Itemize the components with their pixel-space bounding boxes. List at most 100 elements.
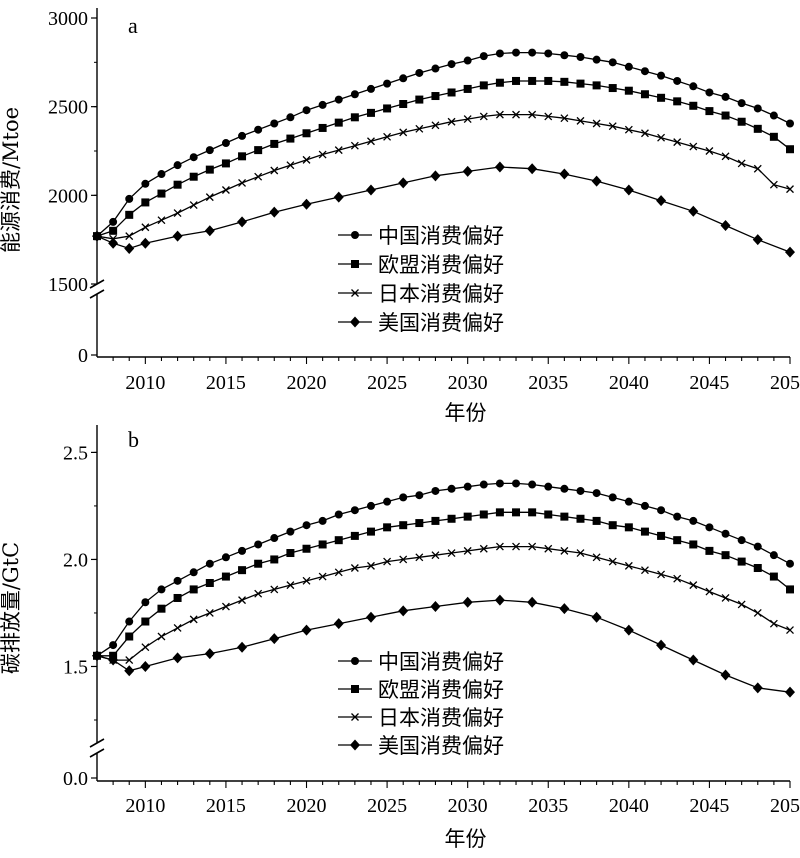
- data-point: [527, 163, 538, 175]
- data-point: [141, 198, 150, 207]
- data-point: [673, 76, 682, 85]
- data-point: [189, 568, 198, 577]
- data-point: [640, 501, 649, 510]
- data-point: [447, 484, 456, 493]
- data-point: [753, 124, 762, 133]
- data-point: [705, 523, 714, 532]
- data-point: [689, 540, 698, 549]
- data-point: [721, 152, 730, 161]
- data-point: [383, 104, 392, 113]
- data-point: [221, 572, 230, 581]
- data-point: [512, 48, 521, 57]
- data-point: [334, 536, 343, 545]
- data-point: [108, 237, 119, 249]
- chart-panel-b: 0.0 1.5 2.0 2.5 2010 2015 2020 2025 2030 2035 2040…: [0, 425, 800, 851]
- data-point: [254, 559, 263, 568]
- x-tick-label: 2030: [448, 372, 488, 394]
- data-point: [398, 605, 409, 617]
- data-point: [721, 594, 730, 602]
- data-point: [141, 617, 150, 626]
- legend-marker: [351, 657, 359, 665]
- data-point: [673, 97, 682, 106]
- data-point: [689, 82, 698, 91]
- data-point: [786, 119, 794, 128]
- data-point: [447, 88, 456, 97]
- data-point: [301, 198, 312, 210]
- legend-entry: 美国消费偏好: [338, 734, 504, 758]
- data-point: [383, 557, 392, 566]
- data-point: [512, 110, 520, 119]
- data-point: [705, 147, 714, 155]
- x-tick-label: 2045: [689, 795, 729, 817]
- data-point: [656, 195, 667, 207]
- data-point: [334, 510, 343, 519]
- data-point: [269, 206, 280, 218]
- data-point: [286, 527, 295, 536]
- x-tick-label: 2015: [206, 372, 246, 394]
- data-point: [205, 578, 214, 587]
- data-point: [140, 660, 151, 672]
- data-point: [238, 546, 247, 555]
- data-point: [592, 516, 601, 525]
- data-point: [591, 175, 602, 187]
- data-point: [333, 618, 344, 630]
- data-point: [544, 49, 553, 58]
- data-point: [689, 142, 698, 151]
- legend-label: 美国消费偏好: [378, 311, 504, 335]
- series-cross: [93, 542, 794, 665]
- data-point: [528, 48, 537, 57]
- data-point: [302, 544, 311, 553]
- data-point: [495, 479, 504, 488]
- data-point: [560, 77, 569, 86]
- data-point: [366, 84, 375, 93]
- data-point: [769, 572, 778, 581]
- data-point: [157, 216, 166, 225]
- data-point: [592, 119, 601, 128]
- series-diamond: [92, 594, 795, 698]
- data-point: [608, 493, 617, 502]
- data-point: [721, 92, 730, 101]
- data-point: [238, 178, 247, 187]
- data-point: [221, 186, 230, 194]
- data-point: [367, 561, 375, 570]
- data-point: [705, 546, 714, 555]
- data-point: [528, 542, 537, 551]
- x-tick-label: 2015: [206, 795, 246, 817]
- data-point: [544, 112, 553, 121]
- data-point: [365, 184, 376, 196]
- data-point: [383, 497, 392, 506]
- data-point: [753, 564, 762, 573]
- data-point: [786, 585, 794, 594]
- data-point: [527, 596, 538, 608]
- data-point: [270, 119, 279, 128]
- data-point: [125, 632, 134, 641]
- data-point: [254, 125, 263, 134]
- data-point: [431, 486, 440, 495]
- data-point: [124, 665, 135, 677]
- data-point: [350, 141, 359, 150]
- x-tick-label: 2010: [125, 372, 165, 394]
- data-point: [463, 84, 472, 93]
- data-point: [479, 544, 488, 553]
- data-point: [430, 601, 441, 613]
- data-point: [737, 557, 746, 566]
- data-point: [576, 514, 585, 523]
- data-point: [640, 566, 649, 575]
- data-point: [737, 600, 746, 609]
- data-point: [560, 546, 569, 555]
- data-point: [399, 493, 408, 502]
- data-point: [576, 53, 585, 62]
- data-point: [705, 107, 714, 116]
- data-point: [495, 542, 504, 551]
- x-tick-label: 2050: [770, 795, 800, 817]
- data-point: [624, 497, 633, 506]
- data-point: [640, 67, 649, 76]
- data-point: [173, 209, 182, 218]
- y-axis-label: 能源消费/Mtoe: [0, 107, 23, 253]
- data-point: [720, 219, 731, 231]
- data-point: [286, 161, 295, 170]
- data-point: [350, 90, 359, 99]
- data-point: [302, 576, 311, 585]
- data-point: [785, 686, 795, 698]
